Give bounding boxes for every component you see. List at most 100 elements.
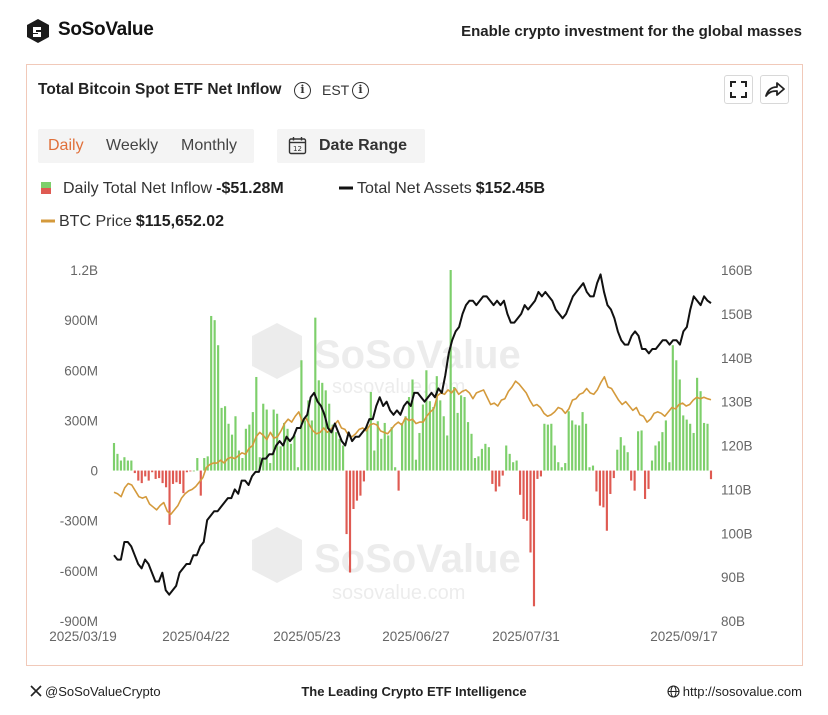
- legend-price[interactable]: BTC Price $115,652.02: [39, 213, 224, 231]
- x-tick-label: 2025/06/27: [382, 629, 450, 644]
- inflow-bar: [546, 424, 549, 471]
- inflow-bar: [380, 438, 383, 471]
- inflow-bar: [171, 470, 175, 484]
- y-right-tick-label: 120B: [721, 439, 753, 454]
- inflow-bar: [595, 470, 598, 492]
- info-icon[interactable]: i: [294, 82, 311, 99]
- inflow-bar: [664, 420, 667, 471]
- inflow-bar: [217, 345, 220, 471]
- inflow-bar: [328, 403, 331, 471]
- inflow-bar: [335, 432, 338, 471]
- inflow-bar: [342, 445, 345, 471]
- inflow-bar: [154, 470, 157, 479]
- y-right-tick-label: 90B: [721, 570, 745, 585]
- inflow-bar: [588, 467, 591, 471]
- etf-flow-chart[interactable]: SoSoValue sosovalue.com SoSoValue sosova…: [26, 250, 803, 650]
- website-link[interactable]: http://sosovalue.com: [667, 684, 802, 699]
- y-right-tick-label: 130B: [721, 395, 753, 410]
- tagline: Enable crypto investment for the global …: [461, 23, 802, 40]
- timezone-info-icon[interactable]: i: [352, 82, 369, 99]
- inflow-bar: [522, 470, 525, 520]
- inflow-bar: [161, 470, 164, 484]
- inflow-bar: [633, 470, 636, 491]
- social-handle-text: @SoSoValueCrypto: [45, 684, 161, 699]
- inflow-bar: [689, 423, 692, 471]
- y-left-tick-label: 300M: [64, 413, 98, 428]
- inflow-bar: [303, 420, 306, 471]
- fullscreen-button[interactable]: [724, 75, 753, 104]
- inflow-bar: [407, 397, 411, 471]
- expand-icon: [730, 81, 747, 98]
- inflow-bar: [310, 420, 313, 471]
- social-handle[interactable]: @SoSoValueCrypto: [30, 684, 161, 699]
- top-bar: SoSoValue Enable crypto investment for t…: [0, 0, 828, 62]
- inflow-bar: [685, 419, 688, 471]
- inflow-bar: [487, 447, 490, 471]
- watermark-brand: SoSoValue: [314, 333, 521, 377]
- x-axis: 2025/03/19 2025/04/22 2025/05/23 2025/06/27…: [49, 629, 718, 644]
- inflow-bar: [702, 422, 706, 471]
- inflow-bar: [244, 428, 247, 471]
- inflow-bar: [276, 413, 279, 471]
- legend-inflow-label: Daily Total Net Inflow: [63, 180, 213, 197]
- inflow-bar: [123, 457, 126, 471]
- inflow-bar: [296, 467, 300, 471]
- inflow-bar: [647, 470, 650, 489]
- btc-price-line: [113, 375, 712, 516]
- inflow-bar: [338, 438, 341, 471]
- inflow-bar: [237, 450, 241, 471]
- inflow-bar: [550, 423, 553, 471]
- date-range-button[interactable]: 12 Date Range: [277, 129, 425, 163]
- inflow-bar: [331, 424, 334, 471]
- y-right-tick-label: 160B: [721, 263, 753, 278]
- tab-monthly[interactable]: Monthly: [181, 137, 238, 154]
- inflow-bar: [383, 422, 386, 471]
- inflow-bar: [543, 423, 546, 471]
- y-axis-right: 160B 150B 140B 130B 120B 110B 100B 90B 80B: [721, 263, 753, 629]
- legend-inflow[interactable]: Daily Total Net Inflow -$51.28M: [41, 180, 284, 198]
- footer: @SoSoValueCrypto The Leading Crypto ETF …: [0, 676, 828, 706]
- inflow-bar: [598, 470, 601, 506]
- legend-inflow-value: -$51.28M: [216, 180, 284, 197]
- inflow-bar: [355, 470, 359, 501]
- inflow-bar: [519, 470, 522, 495]
- inflow-bar: [449, 270, 452, 471]
- inflow-bar: [591, 465, 595, 471]
- inflow-bar: [262, 403, 265, 471]
- period-tabs: Daily Weekly Monthly: [38, 129, 254, 163]
- inflow-bar: [192, 470, 195, 472]
- inflow-bar: [164, 470, 168, 488]
- inflow-bar: [571, 420, 574, 471]
- y-left-tick-label: 0: [90, 464, 98, 479]
- inflow-bar: [491, 470, 494, 484]
- inflow-bar: [706, 423, 709, 471]
- legend-assets[interactable]: Total Net Assets $152.45B: [337, 180, 546, 198]
- legend-assets-value: $152.45B: [475, 180, 546, 197]
- inflow-bar: [352, 470, 355, 510]
- inflow-bar: [199, 470, 202, 496]
- date-range-label: Date Range: [319, 137, 408, 154]
- tab-weekly[interactable]: Weekly: [106, 137, 159, 154]
- share-button[interactable]: [760, 75, 789, 104]
- inflow-bar: [411, 379, 414, 471]
- inflow-bar: [241, 458, 244, 471]
- y-right-tick-label: 110B: [721, 482, 752, 497]
- inflow-bar: [553, 445, 556, 471]
- chart-title: Total Bitcoin Spot ETF Net Inflow: [38, 81, 282, 98]
- inflow-bar: [512, 462, 515, 471]
- inflow-bar: [230, 434, 234, 471]
- y-left-tick-label: -900M: [60, 614, 98, 629]
- inflow-bar: [283, 422, 286, 471]
- inflow-bar: [678, 379, 681, 471]
- inflow-bar: [144, 470, 147, 477]
- y-left-tick-label: 600M: [64, 363, 98, 378]
- inflow-bar: [289, 443, 293, 471]
- inflow-bar: [682, 415, 685, 471]
- tab-daily[interactable]: Daily: [48, 137, 84, 154]
- inflow-bar: [137, 470, 140, 481]
- inflow-bars: [112, 270, 713, 607]
- legend-price-label: BTC Price: [59, 213, 132, 230]
- inflow-bar: [661, 432, 664, 471]
- inflow-bar: [369, 392, 372, 471]
- timezone-label: EST: [322, 82, 350, 98]
